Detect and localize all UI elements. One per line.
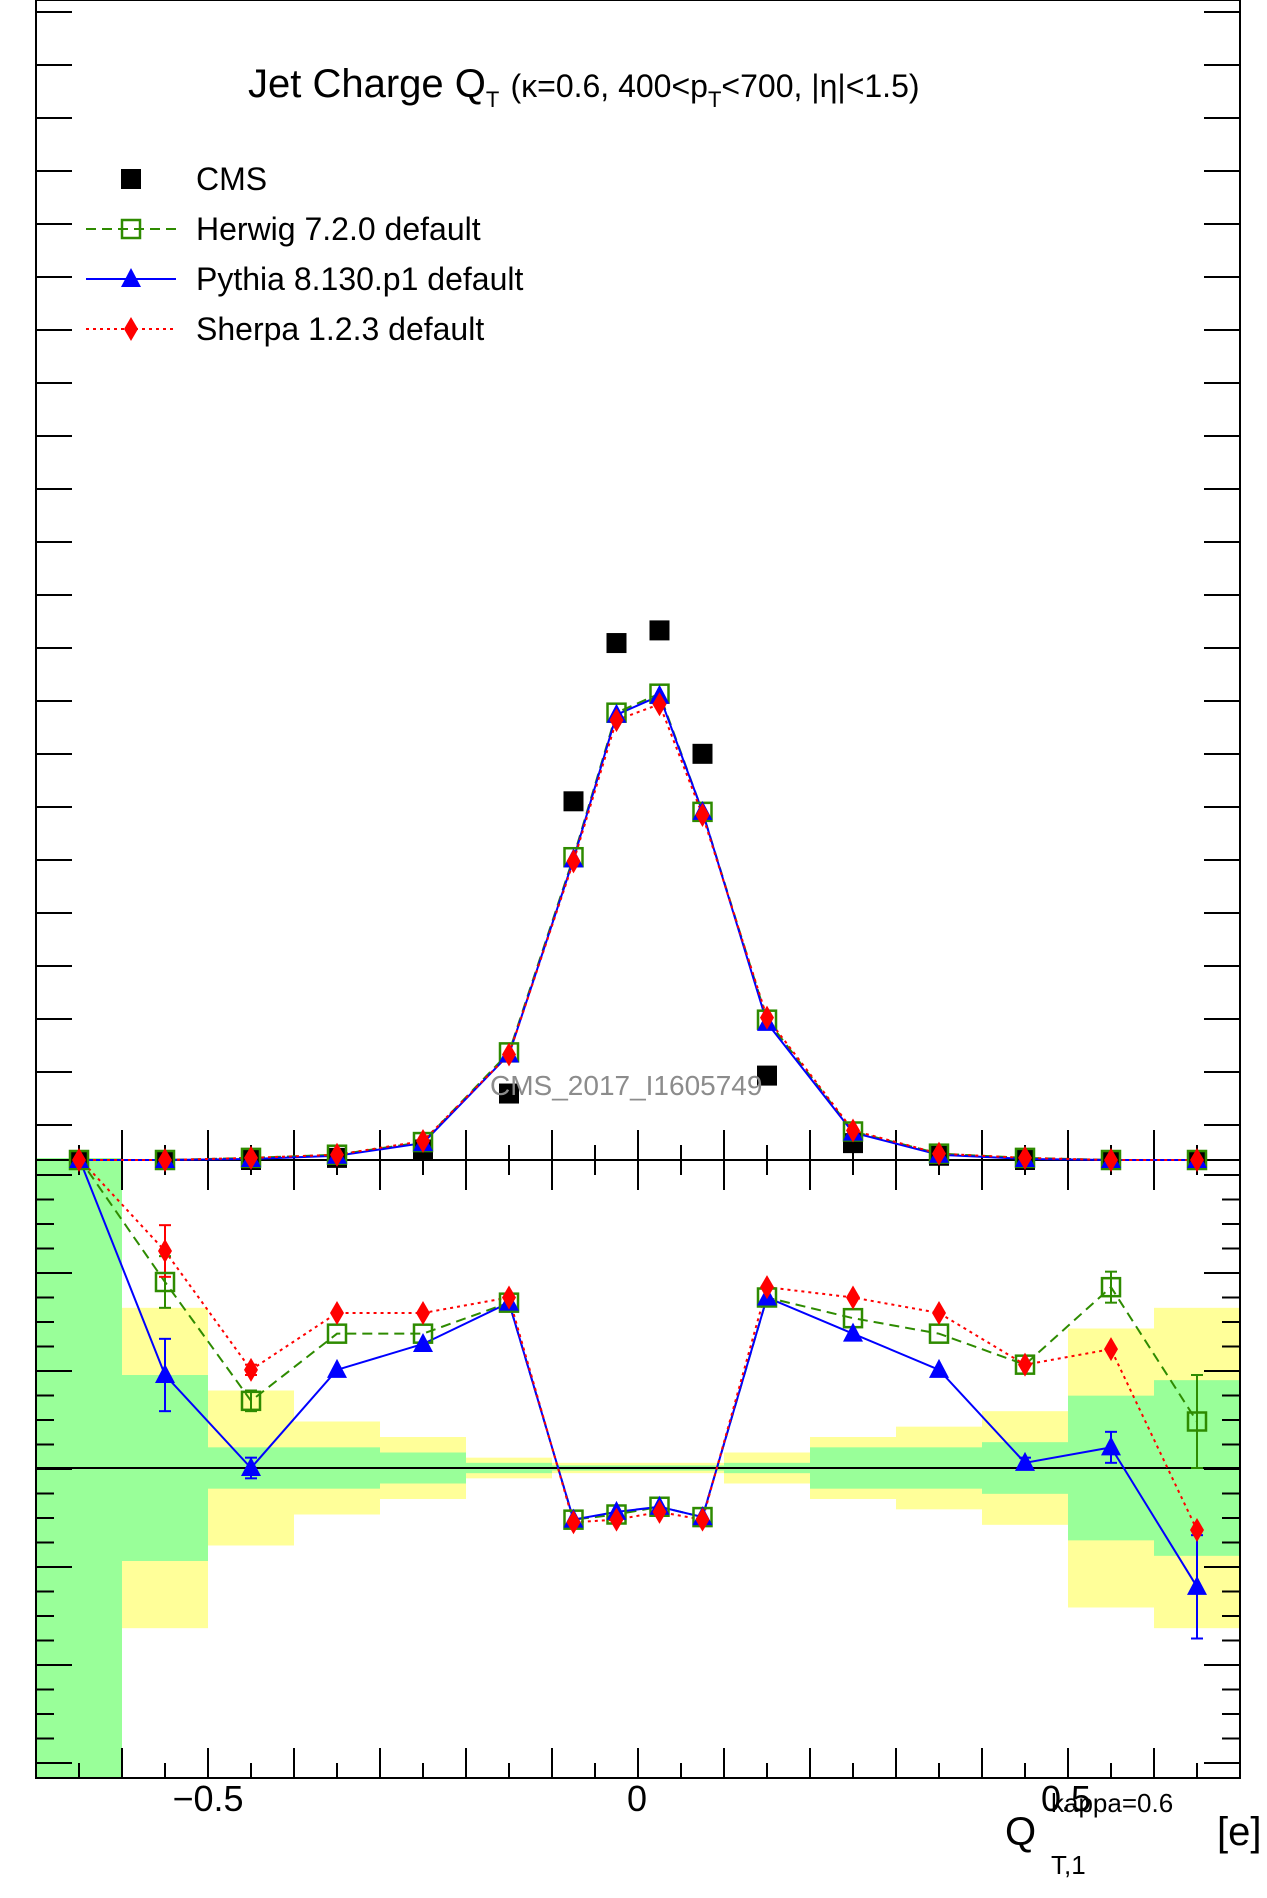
x-tick-label-neg05: −0.5 <box>172 1778 244 1819</box>
legend-item-pythia: Pythia 8.130.p1 default <box>86 256 646 302</box>
main-marker-sherpa <box>846 1118 860 1143</box>
main-marker-cms <box>563 791 584 812</box>
ratio-marker-herwig <box>240 1390 262 1412</box>
legend-item-sherpa: Sherpa 1.2.3 default <box>86 306 646 352</box>
ratio-panel-frame <box>35 1159 1241 1779</box>
main-marker-sherpa <box>695 803 710 828</box>
ratio-marker-sherpa <box>1104 1337 1118 1362</box>
x-label-unit: [e] <box>1217 1810 1262 1854</box>
main-marker-cms <box>606 633 627 654</box>
ratio-marker-pythia <box>413 1333 433 1352</box>
title-params-sub: T <box>707 87 722 112</box>
main-marker-cms <box>757 1065 777 1086</box>
ratio-marker-pythia <box>155 1364 175 1383</box>
main-marker-cms <box>649 620 670 641</box>
ratio-marker-sherpa <box>846 1285 860 1310</box>
ratio-marker-herwig <box>154 1271 176 1293</box>
legend-item-herwig: Herwig 7.2.0 default <box>86 206 646 252</box>
main-marker-cms <box>499 1083 519 1104</box>
ratio-marker-sherpa <box>760 1275 774 1300</box>
title-params-b: <700, |η|<1.5) <box>721 68 920 104</box>
main-marker-cms <box>692 743 713 764</box>
legend-item-cms: CMS <box>86 156 646 202</box>
ratio-marker-sherpa <box>932 1301 946 1325</box>
title-main: Jet Charge Q <box>248 62 486 106</box>
legend-label-pythia: Pythia 8.130.p1 default <box>196 261 524 297</box>
ratio-marker-sherpa <box>330 1301 344 1325</box>
ratio-marker-pythia <box>843 1322 863 1342</box>
ratio-marker-pythia <box>1187 1575 1207 1595</box>
main-line-pythia <box>79 694 1197 1161</box>
main-line-herwig <box>79 692 1197 1161</box>
x-tick-label-0: 0 <box>626 1778 648 1819</box>
x-label-sub: T,1 <box>1051 1850 1086 1880</box>
main-marker-sherpa <box>652 692 667 717</box>
main-marker-sherpa <box>609 708 624 733</box>
analysis-watermark: CMS_2017_I1605749 <box>490 1070 763 1101</box>
main-marker-sherpa <box>244 1145 258 1170</box>
main-marker-sherpa <box>330 1142 344 1167</box>
ratio-marker-herwig <box>1186 1411 1208 1432</box>
title-main-sub: T <box>485 87 500 112</box>
main-marker-sherpa <box>1018 1145 1032 1170</box>
ratio-marker-sherpa <box>609 1507 624 1532</box>
ratio-marker-herwig <box>1100 1276 1122 1298</box>
x-label-sup: kappa=0.6 <box>1051 1788 1174 1818</box>
legend-symbol-cms <box>121 169 141 189</box>
title-params-a: (κ=0.6, 400<p <box>510 68 708 104</box>
main-marker-sherpa <box>1104 1148 1118 1172</box>
main-marker-sherpa <box>416 1129 430 1154</box>
main-marker-sherpa <box>1190 1148 1204 1172</box>
ratio-marker-pythia <box>241 1457 261 1476</box>
x-label-main: Q <box>1005 1810 1037 1854</box>
main-marker-sherpa <box>566 849 581 874</box>
legend-symbols <box>86 169 176 341</box>
legend-label-cms: CMS <box>196 161 268 197</box>
legend-symbol-sherpa <box>124 317 138 341</box>
legend-label-herwig: Herwig 7.2.0 default <box>196 211 481 247</box>
legend-label-sherpa: Sherpa 1.2.3 default <box>196 311 485 347</box>
main-marker-sherpa <box>72 1148 86 1172</box>
x-tick-label-05: 0.5 <box>1040 1778 1092 1819</box>
ratio-marker-pythia <box>1015 1451 1035 1471</box>
main-marker-sherpa <box>932 1141 946 1166</box>
ratio-line-pythia <box>78 1157 1198 1588</box>
main-marker-sherpa <box>158 1148 172 1172</box>
ratio-marker-sherpa <box>416 1301 430 1325</box>
axis-ticks <box>35 11 1241 1778</box>
ratio-marker-sherpa <box>502 1285 516 1310</box>
ratio-marker-sherpa <box>158 1239 172 1263</box>
ratio-marker-sherpa <box>652 1499 667 1524</box>
chart-title: Jet Charge QT (κ=0.6, 400<pT<700, |η|<1.… <box>248 62 920 113</box>
ratio-marker-pythia <box>929 1358 949 1378</box>
ratio-marker-sherpa <box>695 1507 710 1532</box>
main-marker-sherpa <box>502 1042 516 1067</box>
ratio-line-herwig <box>78 1157 1198 1521</box>
ratio-line-sherpa <box>78 1157 1198 1531</box>
ratio-marker-pythia <box>1101 1436 1121 1456</box>
x-axis-label: Q kappa=0.6 T,1 [e] <box>1005 1788 1261 1880</box>
series-lines <box>78 692 1198 1588</box>
legend-symbol-pythia <box>121 268 141 287</box>
ratio-marker-sherpa <box>244 1357 258 1382</box>
ratio-marker-sherpa <box>1018 1352 1032 1377</box>
ratio-marker-pythia <box>327 1358 347 1378</box>
main-marker-sherpa <box>760 1005 774 1030</box>
ratio-marker-sherpa <box>1190 1518 1204 1542</box>
legend-symbol-herwig <box>120 218 142 240</box>
main-line-sherpa <box>79 702 1197 1161</box>
ratio-marker-sherpa <box>566 1510 581 1535</box>
series-markers <box>68 620 1208 1595</box>
